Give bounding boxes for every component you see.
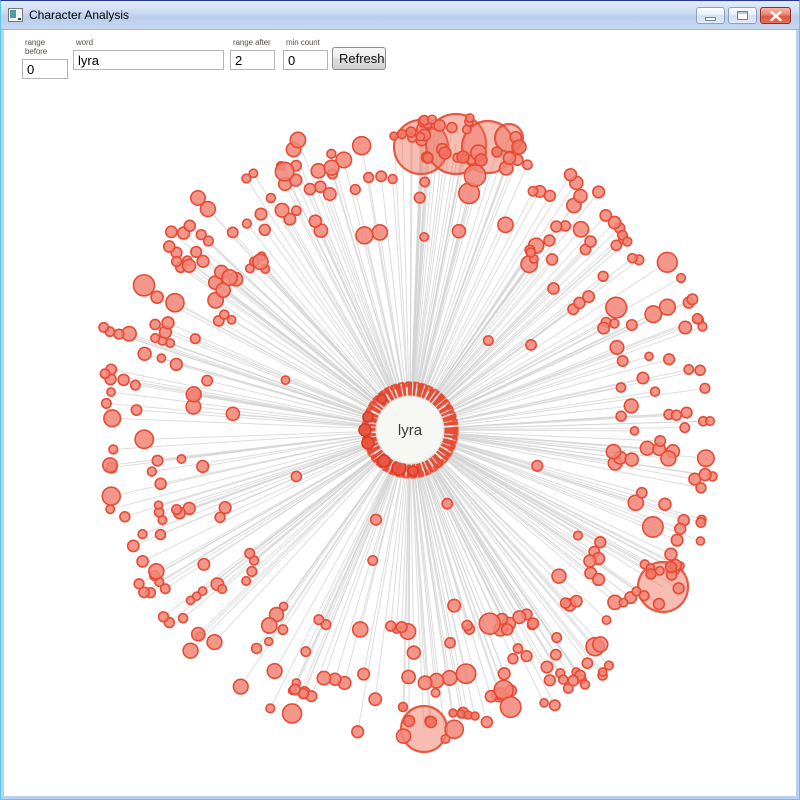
center-node-label: lyra: [398, 422, 423, 439]
word-relation-graph[interactable]: lyra: [4, 30, 796, 796]
range-after-label: range after: [233, 38, 271, 47]
window-controls: [696, 7, 791, 24]
field-range-after: range after: [230, 38, 275, 70]
min-count-label: min count: [286, 38, 320, 47]
close-button[interactable]: [760, 7, 791, 24]
range-before-input[interactable]: [22, 59, 68, 79]
min-count-input[interactable]: [283, 50, 328, 70]
range-after-input[interactable]: [230, 50, 275, 70]
close-icon: [769, 10, 782, 21]
field-range-before: range before: [22, 38, 68, 79]
toolbar: range before word range after min count …: [4, 30, 796, 100]
app-icon: [8, 8, 23, 22]
titlebar[interactable]: Character Analysis: [1, 1, 799, 30]
range-before-label: range before: [25, 38, 48, 56]
minimize-button[interactable]: [696, 7, 725, 24]
window-title: Character Analysis: [29, 8, 130, 22]
field-word: word: [73, 38, 224, 70]
word-input[interactable]: [73, 50, 224, 70]
client-area: lyra range before word range after min c…: [4, 30, 796, 796]
word-label: word: [76, 38, 93, 47]
maximize-button[interactable]: [728, 7, 757, 24]
refresh-button[interactable]: Refresh: [332, 47, 386, 70]
maximize-icon: [737, 11, 748, 20]
field-min-count: min count: [283, 38, 328, 70]
minimize-icon: [705, 16, 716, 21]
